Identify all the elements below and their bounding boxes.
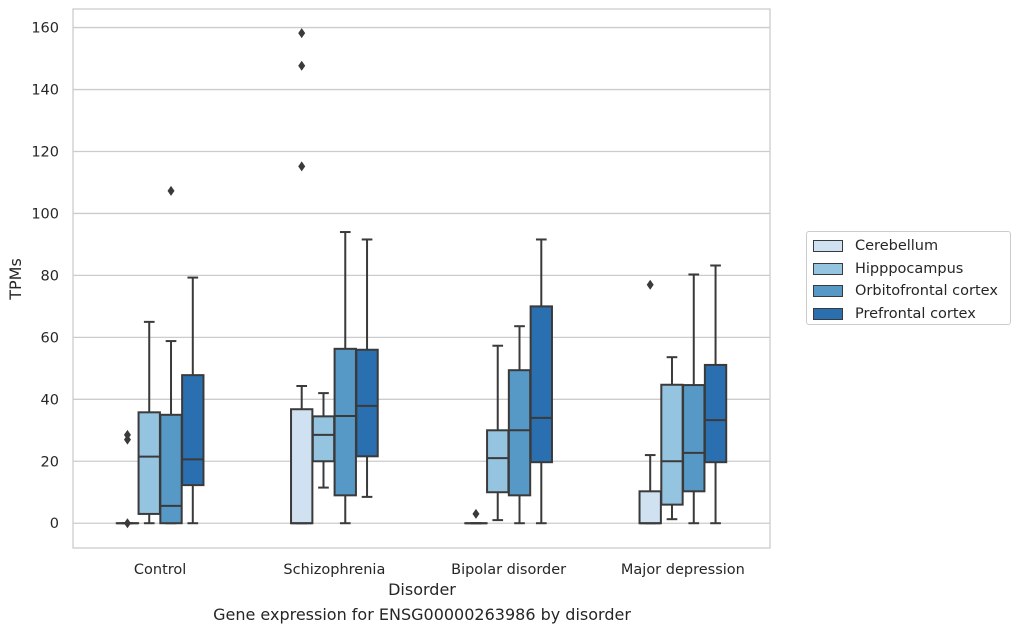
y-axis-label: TPMs <box>6 258 25 301</box>
outlier-point <box>123 429 131 440</box>
box-2-3 <box>682 273 706 525</box>
y-tick-label: 120 <box>31 144 59 160</box>
chart-title: Gene expression for ENSG00000263986 by d… <box>213 605 631 624</box>
legend-label: Cerebellum <box>855 238 939 255</box>
box-1-1 <box>311 392 336 489</box>
outlier-point <box>298 28 306 39</box>
box-0-3 <box>638 279 662 525</box>
legend-item-orbitofrontal-cortex: Orbitofrontal cortex <box>813 280 1010 303</box>
legend-label: Prefrontal cortex <box>855 305 976 322</box>
box-iqr <box>529 305 553 464</box>
legend-label: Hipppocampus <box>855 260 964 277</box>
outlier-point <box>167 185 175 196</box>
outlier-point <box>472 508 480 519</box>
legend-label: Orbitofrontal cortex <box>855 283 998 300</box>
box-3-2 <box>529 238 553 525</box>
box-0-0 <box>115 429 140 529</box>
y-tick-label: 100 <box>31 206 59 222</box>
box-iqr <box>638 490 662 525</box>
box-1-3 <box>660 356 684 521</box>
box-iqr <box>311 415 336 463</box>
y-axis-tick-labels: 0 20 40 60 80 100 120 140 160 <box>31 21 59 533</box>
y-tick-label: 80 <box>41 268 59 284</box>
box-0-2 <box>464 508 488 525</box>
x-axis-label: Disorder <box>388 580 456 599</box>
box-iqr <box>660 383 684 506</box>
legend-item-cerebellum: Cerebellum <box>813 235 1010 258</box>
legend-item-prefrontal-cortex: Prefrontal cortex <box>813 303 1010 326</box>
box-iqr <box>703 363 728 464</box>
plot-frame <box>72 8 771 549</box>
y-tick-label: 140 <box>31 83 59 99</box>
legend-swatch <box>813 240 843 253</box>
box-1-2 <box>486 344 510 522</box>
legend: Cerebellum Hipppocampus Orbitofrontal co… <box>806 231 1011 325</box>
box-iqr <box>507 369 532 497</box>
x-tick-label: Bipolar disorder <box>451 562 566 578</box>
legend-swatch <box>813 307 843 320</box>
y-tick-label: 40 <box>41 392 59 408</box>
legend-swatch <box>813 285 843 298</box>
x-tick-label: Major depression <box>621 562 745 578</box>
legend-item-hippocampus: Hipppocampus <box>813 258 1010 281</box>
box-iqr <box>181 374 205 487</box>
x-axis-tick-labels: Control Schizophrenia Bipolar disorder Majo… <box>134 562 745 578</box>
outlier-point <box>298 161 306 172</box>
box-2-1 <box>333 231 357 525</box>
box-3-3 <box>703 264 728 525</box>
box-iqr <box>333 347 357 497</box>
box-iqr <box>290 408 314 525</box>
box-2-2 <box>507 325 532 525</box>
box-1-0 <box>137 320 161 525</box>
outlier-point <box>298 60 306 71</box>
y-tick-label: 160 <box>31 21 59 37</box>
box-3-1 <box>355 238 379 498</box>
legend-swatch <box>813 262 843 275</box>
box-iqr <box>355 348 379 458</box>
outlier-point <box>123 518 131 529</box>
y-tick-label: 60 <box>41 330 59 346</box>
box-2-0 <box>159 185 183 525</box>
box-iqr <box>682 384 706 493</box>
box-iqr <box>159 413 183 525</box>
box-0-1 <box>290 28 314 525</box>
y-tick-label: 0 <box>50 516 59 532</box>
outlier-point <box>646 279 654 290</box>
box-3-0 <box>181 276 205 525</box>
box-iqr <box>486 429 510 494</box>
x-tick-label: Control <box>134 562 186 578</box>
y-tick-label: 20 <box>41 454 59 470</box>
box-plots <box>115 28 728 529</box>
box-iqr <box>137 411 161 515</box>
x-tick-label: Schizophrenia <box>283 562 385 578</box>
